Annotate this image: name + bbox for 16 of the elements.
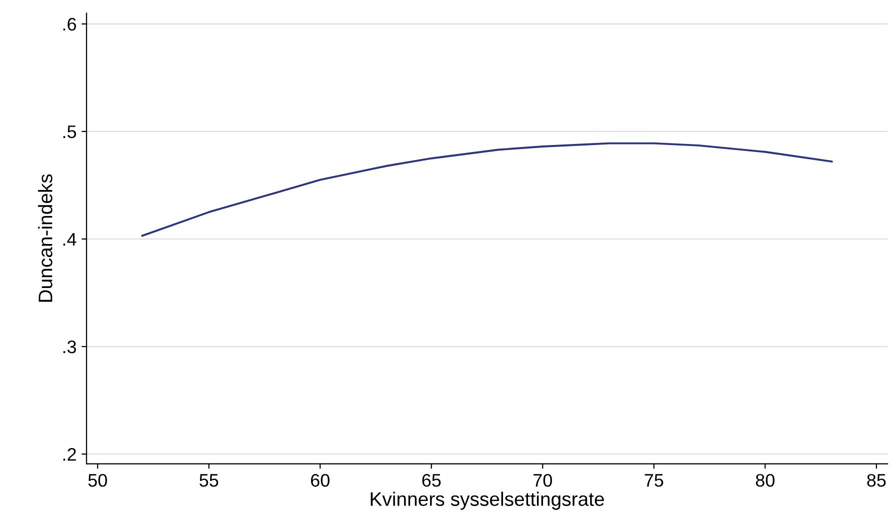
y-tick-label: .3 xyxy=(63,340,76,354)
y-axis-title: Duncan-indeks xyxy=(38,174,52,302)
x-tick-label: 65 xyxy=(422,474,441,487)
line-series xyxy=(141,142,833,237)
x-tick-label: 85 xyxy=(867,474,886,487)
x-tick-label: 50 xyxy=(88,474,107,487)
x-axis-title: Kvinners sysselsettingsrate xyxy=(370,492,604,510)
y-tick-label: .2 xyxy=(63,448,76,461)
x-tick-label: 80 xyxy=(756,474,774,487)
x-tick-label: 75 xyxy=(644,474,664,487)
x-tick-label: 70 xyxy=(534,474,552,487)
y-tick-label: .6 xyxy=(63,18,76,31)
x-tick-label: 55 xyxy=(200,474,218,487)
y-tick-label: .4 xyxy=(63,233,76,246)
y-tick-label: .5 xyxy=(63,126,76,138)
x-tick-label: 60 xyxy=(311,474,330,487)
